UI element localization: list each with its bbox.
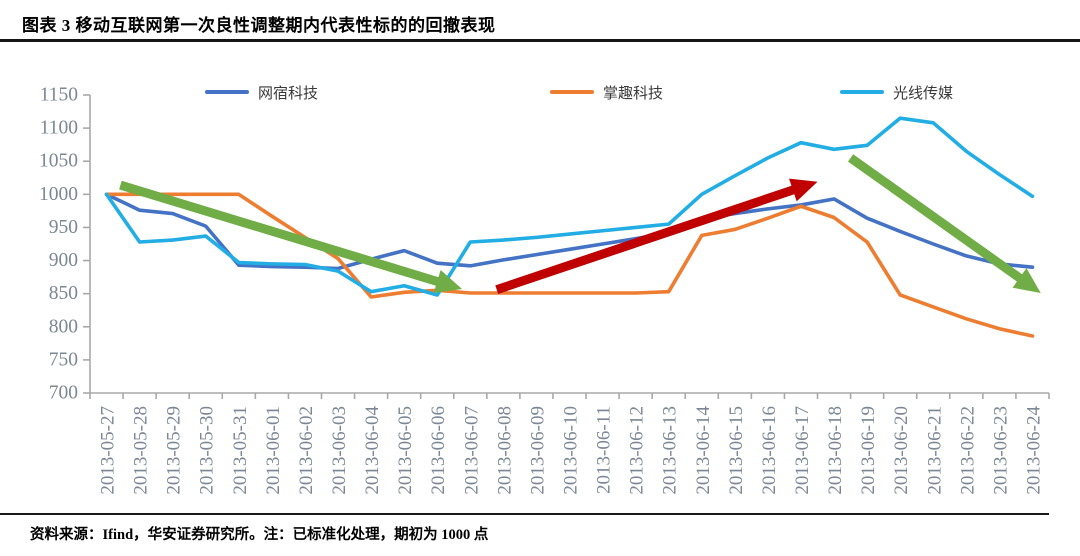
x-axis-label: 2013-06-13: [660, 406, 681, 495]
x-axis-label: 2013-06-12: [627, 406, 648, 495]
y-axis-label: 850: [49, 283, 78, 304]
legend-line-swatch: [550, 90, 594, 94]
series-line-掌趣科技: [104, 192, 1035, 338]
x-axis-label: 2013-06-06: [428, 406, 449, 495]
footer-divider: [0, 513, 1049, 515]
x-axis-label: 2013-06-16: [759, 406, 780, 495]
legend-label: 掌趣科技: [603, 85, 664, 102]
legend-label: 网宿科技: [258, 85, 319, 102]
y-axis-label: 700: [49, 383, 78, 404]
y-axis-label: 900: [49, 250, 78, 271]
series-line-光线传媒: [104, 116, 1035, 297]
green-down-arrow-left-head: [433, 269, 463, 293]
x-axis-label: 2013-05-28: [131, 406, 152, 495]
y-axis-label: 750: [49, 349, 78, 370]
x-axis-label: 2013-06-20: [891, 406, 912, 495]
y-axis-label: 1050: [39, 151, 78, 172]
x-axis-label: 2013-06-04: [362, 406, 383, 495]
y-axis-label: 950: [49, 217, 78, 238]
green-down-arrow-right-body: [847, 154, 1026, 284]
x-axis-label: 2013-06-14: [693, 406, 714, 495]
red-up-arrow-body: [495, 184, 799, 294]
legend-item-网宿科技: 网宿科技: [205, 83, 319, 102]
x-axis-label: 2013-06-11: [594, 406, 615, 494]
x-axis-label: 2013-05-31: [230, 406, 251, 495]
title-divider: [0, 39, 1080, 42]
legend-line-swatch: [205, 90, 249, 94]
y-axis-label: 1100: [40, 118, 78, 139]
y-axis-label: 1150: [40, 85, 78, 106]
x-axis-label: 2013-06-09: [527, 406, 548, 495]
y-axis-label: 1000: [39, 184, 78, 205]
green-down-arrow-left-body: [119, 180, 443, 287]
legend-line-swatch: [840, 90, 884, 94]
y-axis-label: 800: [49, 316, 78, 337]
x-axis-label: 2013-06-08: [494, 406, 515, 495]
x-axis-label: 2013-05-29: [164, 406, 185, 495]
x-axis-label: 2013-06-05: [395, 406, 416, 495]
x-axis-label: 2013-06-18: [825, 406, 846, 495]
x-axis-label: 2013-06-21: [924, 406, 945, 495]
x-axis-label: 2013-06-17: [792, 406, 813, 495]
legend-item-光线传媒: 光线传媒: [840, 83, 954, 102]
legend-label: 光线传媒: [893, 85, 954, 102]
x-axis-label: 2013-06-23: [990, 406, 1011, 495]
figure-title: 图表 3 移动互联网第一次良性调整期内代表性标的的回撤表现: [22, 16, 496, 35]
legend-item-掌趣科技: 掌趣科技: [550, 83, 664, 102]
x-axis-label: 2013-06-10: [561, 406, 582, 495]
x-axis-label: 2013-06-01: [263, 406, 284, 495]
x-axis-label: 2013-06-15: [726, 406, 747, 495]
x-axis-label: 2013-06-22: [957, 406, 978, 495]
x-axis-label: 2013-05-30: [197, 406, 218, 495]
series-line-网宿科技: [104, 192, 1035, 271]
red-up-arrow-head: [789, 178, 818, 202]
x-axis-label: 2013-06-07: [461, 406, 482, 495]
x-axis-label: 2013-06-19: [858, 406, 879, 495]
x-axis-label: 2013-05-27: [98, 406, 119, 495]
axis-lines: [89, 95, 1049, 394]
source-note: 资料来源：Ifind，华安证券研究所。注：已标准化处理，期初为 1000 点: [30, 527, 489, 543]
x-axis-label: 2013-06-24: [1023, 406, 1044, 495]
x-axis-label: 2013-06-02: [296, 406, 317, 495]
green-down-arrow-right-head: [1012, 268, 1041, 294]
x-axis-label: 2013-06-03: [329, 406, 350, 495]
